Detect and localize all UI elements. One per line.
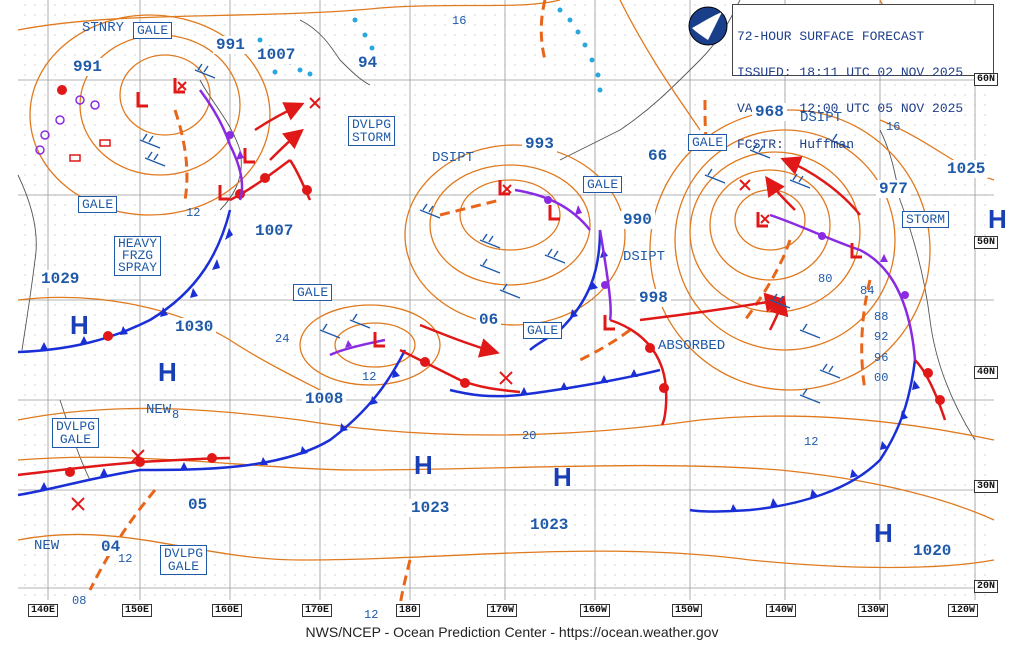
isobar-label: 20 — [522, 429, 537, 443]
pressure-label: 04 — [98, 538, 124, 556]
isobar-label: 12 — [364, 608, 379, 622]
footer-credit: NWS/NCEP - Ocean Prediction Center - htt… — [305, 624, 719, 640]
isobar-label: 88 — [874, 310, 889, 324]
pressure-label: 1023 — [527, 516, 572, 534]
high-pressure-center: H — [414, 450, 433, 480]
isobar-label: 08 — [72, 594, 87, 608]
lat-label-50n: 50N — [973, 236, 998, 249]
lon-label-120w: 120W — [948, 604, 979, 617]
absorbed-label: ABSORBED — [658, 338, 726, 354]
lat-label-60n: 60N — [973, 73, 998, 86]
pressure-label: 1029 — [38, 270, 83, 288]
motion-arrows — [254, 102, 861, 358]
isobar-label: 96 — [874, 351, 889, 365]
pressure-label: 991 — [213, 36, 248, 54]
high-pressure-center: H — [874, 518, 893, 548]
weather-symbols — [35, 95, 111, 162]
issued-time: ISSUED: 18:11 UTC 02 NOV 2025 — [737, 65, 964, 80]
high-pressure-center: H — [70, 310, 89, 340]
occluded-fronts — [198, 89, 917, 361]
developing-storm-label: DVLPG STORM — [348, 116, 396, 146]
pressure-label: 66 — [645, 147, 671, 165]
isobar-label: 16 — [886, 120, 901, 134]
pressure-label: 1030 — [172, 318, 217, 336]
isobar-label: 84 — [860, 284, 875, 298]
forecaster: FCSTR: Huffman — [737, 137, 855, 152]
isobar-label: 80 — [818, 272, 833, 286]
developing-gale-label: DVLPG GALE — [160, 545, 208, 575]
developing-gale-label: DVLPG GALE — [52, 418, 100, 448]
isobar-label: 8 — [172, 408, 180, 422]
dissipating-label: DSIPT — [623, 249, 666, 265]
gale-warning-label: GALE — [688, 134, 728, 151]
isobar-label: 16 — [452, 14, 467, 28]
lon-label-170e: 170E — [302, 604, 333, 617]
pressure-label: 1020 — [910, 542, 955, 560]
pressure-label: 1007 — [252, 222, 297, 240]
pressure-label: 05 — [185, 496, 211, 514]
pressure-label: 990 — [620, 211, 655, 229]
lat-label-20n: 20N — [973, 580, 998, 593]
isobar-label: 12 — [362, 370, 377, 384]
lon-label-130w: 130W — [858, 604, 889, 617]
pressure-label: 1023 — [408, 499, 453, 517]
lon-label-160e: 160E — [212, 604, 243, 617]
pressure-label: 993 — [522, 135, 557, 153]
new-low-label: NEW — [146, 402, 172, 418]
pressure-label: 968 — [752, 103, 787, 121]
isobar-label: 24 — [275, 332, 290, 346]
stationary-label: STNRY — [82, 20, 125, 36]
pressure-label: 1008 — [302, 390, 347, 408]
lon-label-170w: 170W — [487, 604, 518, 617]
pressure-label: 94 — [355, 54, 381, 72]
low-centers — [136, 78, 862, 348]
isobar-label: 12 — [186, 206, 201, 220]
gale-warning-label: GALE — [293, 284, 333, 301]
lon-label-140e: 140E — [28, 604, 59, 617]
isobar-label: 12 — [804, 435, 819, 449]
lat-label-30n: 30N — [973, 480, 998, 493]
pressure-label: 991 — [70, 58, 105, 76]
dissipated-centers — [71, 97, 751, 511]
isobar-label: 92 — [874, 330, 889, 344]
gale-warning-label: GALE — [523, 322, 563, 339]
isobar-label: 12 — [118, 552, 133, 566]
lon-label-180: 180 — [396, 604, 421, 617]
lon-label-160w: 160W — [580, 604, 611, 617]
wind-barbs — [139, 63, 851, 404]
pressure-label: 998 — [636, 289, 671, 307]
forecast-title: 72-HOUR SURFACE FORECAST — [737, 29, 925, 44]
lon-label-140w: 140W — [766, 604, 797, 617]
isobar-label: 00 — [874, 371, 889, 385]
new-low-label: NEW — [34, 538, 60, 554]
gale-warning-label: GALE — [78, 196, 118, 213]
pressure-label: 977 — [876, 180, 911, 198]
pressure-label: 06 — [476, 311, 502, 329]
high-pressure-center: H — [988, 204, 1007, 234]
high-pressure-center: H — [158, 357, 177, 387]
lon-label-150e: 150E — [122, 604, 153, 617]
lat-label-40n: 40N — [973, 366, 998, 379]
pressure-label: 1007 — [254, 46, 299, 64]
troughs — [88, 0, 872, 621]
pressure-label: 1025 — [944, 160, 989, 178]
gale-warning-label: GALE — [583, 176, 623, 193]
dissipating-label: DSIPT — [800, 110, 843, 126]
forecast-header: 72-HOUR SURFACE FORECAST ISSUED: 18:11 U… — [732, 4, 994, 151]
noaa-logo — [688, 6, 728, 46]
occluded-symbols — [226, 131, 909, 348]
high-pressure-center: H — [553, 462, 572, 492]
heavy-freezing-spray-label: HEAVY FRZG SPRAY — [114, 236, 162, 276]
lon-label-150w: 150W — [672, 604, 703, 617]
gale-warning-label: GALE — [133, 22, 173, 39]
dissipating-label: DSIPT — [432, 150, 475, 166]
storm-warning-label: STORM — [902, 211, 950, 228]
